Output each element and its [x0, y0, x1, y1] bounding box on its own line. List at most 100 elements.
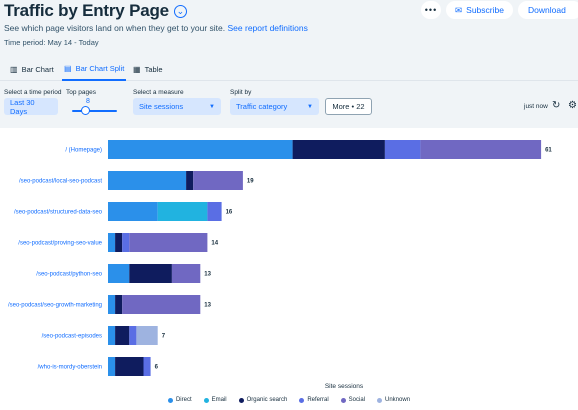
- bar-segment-social[interactable]: [420, 140, 542, 159]
- bar-segment-social[interactable]: [171, 264, 201, 283]
- bar-segment-social[interactable]: [122, 295, 201, 314]
- split-by-select[interactable]: Traffic category ▼: [230, 98, 319, 115]
- bar-segment-direct[interactable]: [108, 171, 187, 190]
- bar-segment-organic-search[interactable]: [129, 264, 172, 283]
- bar-segment-unknown[interactable]: [136, 326, 158, 345]
- bar-total-label: 19: [247, 179, 254, 185]
- category-label: /seo-podcast/structured-data-seo: [14, 210, 103, 216]
- legend-item[interactable]: Unknown: [377, 397, 410, 403]
- subscribe-label: Subscribe: [466, 5, 504, 15]
- legend-swatch: [299, 397, 305, 403]
- subtitle-text: See which page visitors land on when the…: [4, 23, 226, 33]
- category-label: /seo-podcast/seo-growth-marketing: [8, 303, 102, 309]
- time-period-select[interactable]: Last 30 Days: [4, 97, 58, 116]
- split-by-value: Traffic category: [236, 102, 288, 111]
- chevron-down-icon: ▼: [209, 103, 215, 110]
- top-pages-slider-handle[interactable]: [81, 106, 90, 115]
- download-label: Download: [528, 5, 566, 15]
- bar-segment-email[interactable]: [157, 202, 208, 221]
- legend-label: Direct: [175, 397, 192, 403]
- measure-value: Site sessions: [139, 102, 184, 111]
- legend-label: Referral: [307, 397, 329, 403]
- bar-segment-direct[interactable]: [108, 202, 158, 221]
- bar-segment-organic-search[interactable]: [186, 171, 194, 190]
- bar-segment-social[interactable]: [129, 233, 208, 252]
- more-filters-button[interactable]: More • 22: [325, 98, 372, 115]
- chart-legend: Direct Email Organic search Referral Social U…: [0, 397, 578, 403]
- legend-swatch: [238, 397, 244, 403]
- bar-total-label: 16: [226, 210, 233, 216]
- stacked-bar-chart: / (Homepage) 61/seo-podcast/local-seo-pod…: [8, 140, 552, 390]
- legend-item[interactable]: Email: [203, 397, 227, 403]
- category-label: /seo-podcast/local-seo-podcast: [19, 179, 102, 185]
- top-pages-label: Top pages: [66, 89, 96, 96]
- tab-table[interactable]: ▦ Table: [133, 57, 173, 81]
- top-pages-slider-track[interactable]: [72, 110, 117, 112]
- bar-segment-direct[interactable]: [108, 233, 116, 252]
- tab-label: Bar Chart Split: [75, 63, 125, 73]
- category-label: /seo-podcast/python-seo: [36, 272, 102, 278]
- tab-label: Bar Chart: [21, 64, 54, 74]
- bar-segment-referral[interactable]: [207, 202, 222, 221]
- last-updated-text: just now: [524, 103, 548, 110]
- bar-total-label: 6: [155, 365, 159, 371]
- refresh-icon[interactable]: ↻: [552, 100, 561, 111]
- bar-segment-direct[interactable]: [108, 357, 116, 376]
- bar-segment-direct[interactable]: [108, 264, 130, 283]
- title-row: Traffic by Entry Page ⌄: [4, 1, 187, 21]
- chart-card: / (Homepage) 61/seo-podcast/local-seo-pod…: [0, 128, 578, 410]
- measure-label: Select a measure: [133, 89, 184, 96]
- legend-item[interactable]: Referral: [299, 397, 329, 403]
- bar-segment-organic-search[interactable]: [115, 233, 123, 252]
- legend-swatch: [203, 397, 209, 403]
- x-axis-title: Site sessions: [325, 383, 364, 390]
- bar-segment-referral[interactable]: [143, 357, 151, 376]
- page-title: Traffic by Entry Page: [4, 1, 169, 20]
- split-by-label: Split by: [230, 89, 252, 96]
- subscribe-button[interactable]: ✉ Subscribe: [446, 1, 513, 19]
- legend-item[interactable]: Organic search: [238, 397, 287, 403]
- category-label: /seo-podcast-episodes: [42, 334, 102, 340]
- bar-segment-social[interactable]: [193, 171, 243, 190]
- time-period-text: Time period: May 14 - Today: [4, 38, 99, 47]
- bar-segment-referral[interactable]: [122, 233, 130, 252]
- bar-segment-organic-search[interactable]: [115, 295, 123, 314]
- page-subtitle: See which page visitors land on when the…: [4, 23, 308, 33]
- legend-swatch: [377, 397, 383, 403]
- bar-segment-direct[interactable]: [108, 140, 293, 159]
- bar-total-label: 61: [545, 148, 552, 154]
- bar-segment-referral[interactable]: [129, 326, 137, 345]
- legend-item[interactable]: Direct: [167, 397, 192, 403]
- bar-segment-referral[interactable]: [384, 140, 421, 159]
- bar-segment-direct[interactable]: [108, 326, 116, 345]
- bar-segment-organic-search[interactable]: [115, 326, 130, 345]
- tab-bar-chart[interactable]: ▥ Bar Chart: [10, 57, 80, 81]
- split-chart-icon: ▤: [64, 63, 72, 73]
- tab-bar-chart-split[interactable]: ▤ Bar Chart Split: [62, 57, 126, 81]
- settings-icon[interactable]: ⚙: [568, 100, 577, 111]
- more-actions-icon: •••: [424, 5, 438, 15]
- bar-segment-organic-search[interactable]: [115, 357, 144, 376]
- more-actions-button[interactable]: •••: [421, 1, 441, 19]
- table-icon: ▦: [133, 64, 141, 74]
- chevron-down-icon[interactable]: ⌄: [173, 4, 187, 18]
- more-filters-label: More • 22: [332, 102, 365, 111]
- legend-item[interactable]: Social: [340, 397, 366, 403]
- bar-segment-direct[interactable]: [108, 295, 116, 314]
- measure-select[interactable]: Site sessions ▼: [133, 98, 221, 115]
- category-label: / (Homepage): [65, 148, 102, 154]
- legend-swatch: [340, 397, 346, 403]
- legend-swatch: [167, 397, 173, 403]
- bar-total-label: 13: [204, 303, 211, 309]
- legend-label: Social: [348, 397, 366, 403]
- time-period-value: Last 30 Days: [10, 97, 35, 116]
- bar-total-label: 14: [211, 241, 218, 247]
- report-definitions-link[interactable]: See report definitions: [227, 23, 308, 33]
- envelope-icon: ✉: [455, 4, 463, 15]
- bar-chart-icon: ▥: [10, 64, 18, 74]
- time-period-label: Select a time period: [4, 89, 62, 96]
- bar-segment-organic-search[interactable]: [292, 140, 385, 159]
- bar-total-label: 7: [162, 334, 166, 340]
- download-button[interactable]: Download: [518, 1, 578, 19]
- legend-label: Unknown: [385, 397, 411, 403]
